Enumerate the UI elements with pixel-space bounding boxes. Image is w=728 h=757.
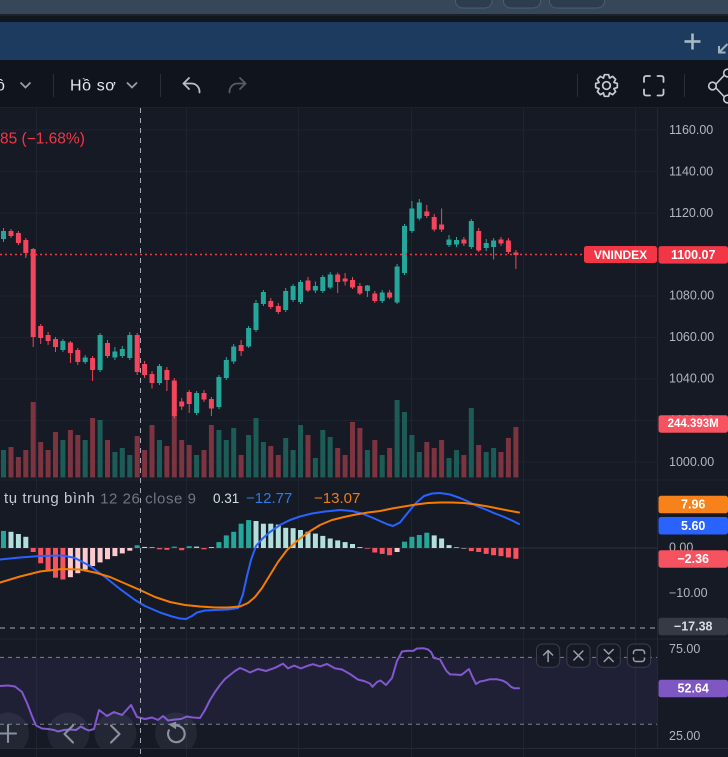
svg-text:ồ: ồ — [0, 78, 5, 95]
svg-text:52.64: 52.64 — [678, 682, 709, 696]
svg-text:VNINDEX: VNINDEX — [594, 248, 647, 262]
svg-text:1140.00: 1140.00 — [669, 165, 713, 179]
svg-text:75.00: 75.00 — [669, 642, 700, 656]
svg-text:25.00: 25.00 — [669, 729, 700, 743]
svg-text:1080.00: 1080.00 — [669, 289, 714, 303]
svg-text:1060.00: 1060.00 — [669, 330, 714, 344]
svg-text:244.393M: 244.393M — [668, 418, 719, 430]
svg-text:1040.00: 1040.00 — [669, 372, 714, 386]
svg-text:1100.07: 1100.07 — [671, 248, 716, 262]
svg-text:−10.00: −10.00 — [669, 586, 708, 600]
svg-text:tụ trung bình 12 26 close 9: tụ trung bình 12 26 close 9 — [4, 490, 197, 507]
svg-text:0.31: 0.31 — [213, 491, 239, 506]
svg-text:−2.36: −2.36 — [677, 552, 709, 566]
svg-text:1160.00: 1160.00 — [669, 123, 713, 137]
svg-text:7.96: 7.96 — [681, 498, 705, 512]
svg-text:−13.07: −13.07 — [314, 490, 360, 507]
svg-text:85 (−1.68%): 85 (−1.68%) — [0, 131, 85, 148]
svg-text:1120.00: 1120.00 — [669, 206, 713, 220]
svg-text:−12.77: −12.77 — [246, 490, 292, 507]
svg-text:1000.00: 1000.00 — [669, 455, 714, 469]
svg-text:Hồ sơ: Hồ sơ — [70, 78, 116, 95]
svg-text:−17.38: −17.38 — [674, 620, 713, 634]
svg-text:5.60: 5.60 — [681, 519, 705, 533]
